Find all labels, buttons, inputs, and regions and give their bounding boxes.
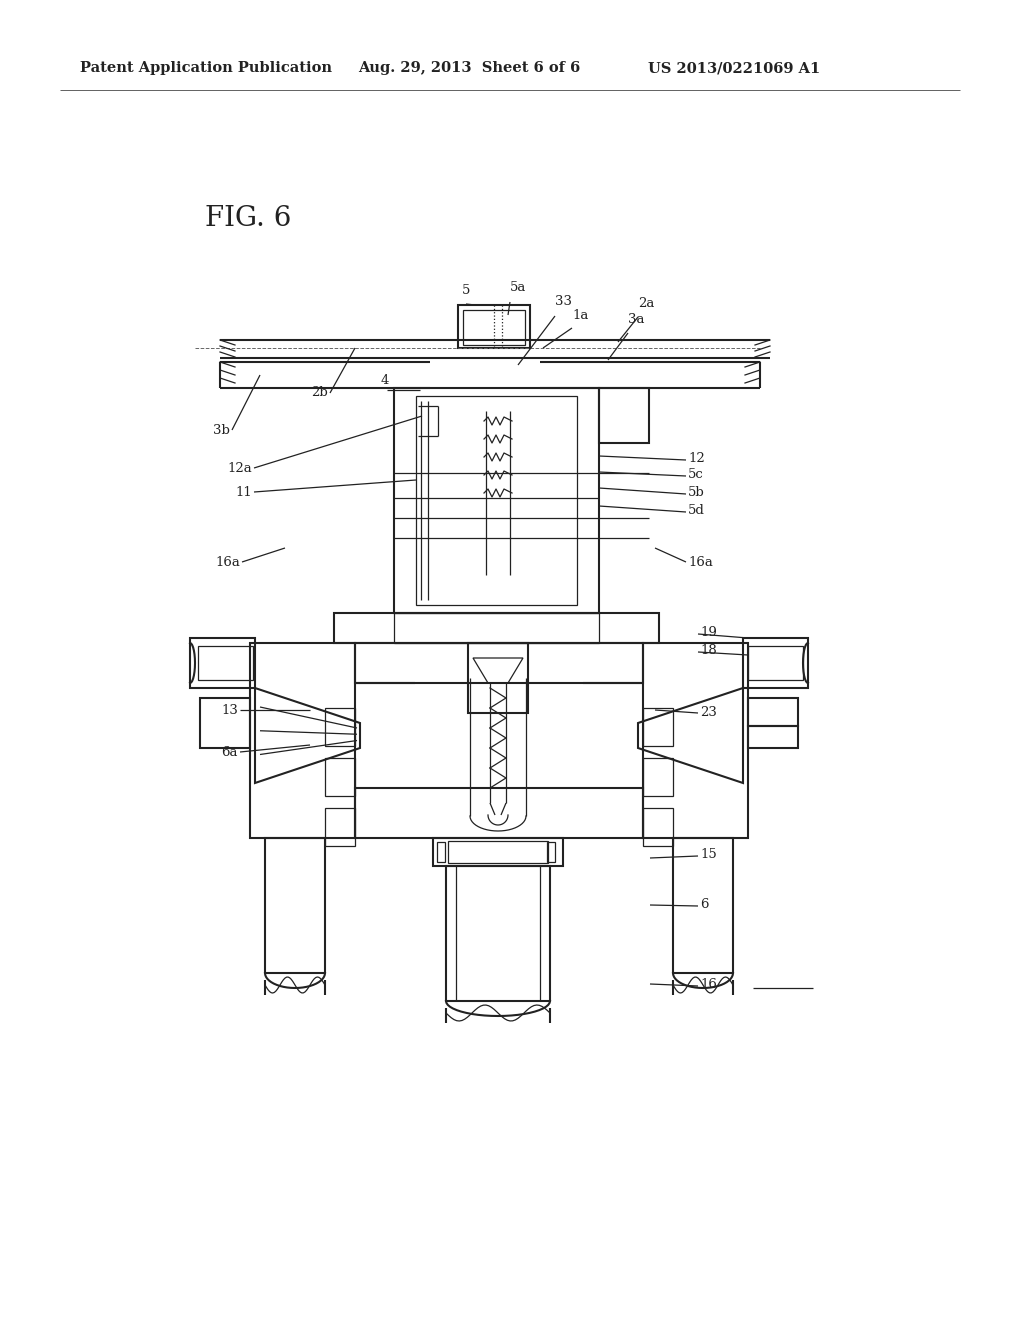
Bar (265, 838, 325, 973)
Text: 4: 4 (381, 374, 389, 387)
Bar (643, 708, 673, 746)
Text: 6: 6 (700, 899, 709, 912)
Text: Aug. 29, 2013  Sheet 6 of 6: Aug. 29, 2013 Sheet 6 of 6 (358, 61, 581, 75)
Text: 16: 16 (700, 978, 717, 991)
Bar (643, 758, 673, 796)
Bar (250, 643, 355, 838)
Bar (200, 698, 250, 748)
Bar (355, 643, 643, 682)
Bar (190, 638, 255, 688)
Text: 33: 33 (555, 294, 572, 308)
Bar (547, 842, 555, 862)
Text: 23: 23 (700, 705, 717, 718)
Text: Patent Application Publication: Patent Application Publication (80, 61, 332, 75)
Bar (325, 708, 355, 746)
Bar (463, 310, 525, 345)
Bar (743, 638, 808, 688)
Bar (446, 866, 550, 1001)
Text: 1a: 1a (572, 309, 589, 322)
Bar (394, 388, 599, 612)
Bar (643, 808, 673, 846)
Text: 3b: 3b (213, 424, 230, 437)
Text: 19: 19 (700, 626, 717, 639)
Bar (355, 788, 643, 838)
Bar (325, 758, 355, 796)
Bar (433, 838, 563, 866)
Text: 12: 12 (688, 451, 705, 465)
Text: FIG. 6: FIG. 6 (205, 205, 292, 231)
Text: 5b: 5b (688, 486, 705, 499)
Text: 11: 11 (236, 486, 252, 499)
Bar (198, 645, 253, 680)
Bar (416, 396, 577, 605)
Text: 2a: 2a (638, 297, 654, 310)
Bar (599, 388, 649, 444)
Text: 18: 18 (700, 644, 717, 656)
Bar (643, 643, 748, 838)
Text: 12a: 12a (227, 462, 252, 474)
Bar (748, 698, 798, 726)
Text: 3a: 3a (628, 313, 644, 326)
Text: 5d: 5d (688, 503, 705, 516)
Text: 5: 5 (462, 284, 470, 297)
Bar (437, 842, 445, 862)
Text: 13: 13 (221, 704, 238, 717)
Bar (748, 645, 803, 680)
Text: 5a: 5a (510, 281, 526, 294)
Text: 15: 15 (700, 849, 717, 862)
Bar (394, 612, 599, 643)
Bar (325, 808, 355, 846)
Text: 6a: 6a (221, 746, 238, 759)
Bar (458, 305, 530, 348)
Bar (748, 726, 798, 748)
Text: US 2013/0221069 A1: US 2013/0221069 A1 (648, 61, 820, 75)
Bar (449, 841, 548, 863)
Bar (334, 612, 659, 643)
Text: 2b: 2b (311, 387, 328, 400)
Text: 5c: 5c (688, 469, 703, 482)
Text: 16a: 16a (215, 556, 240, 569)
Bar (673, 838, 733, 973)
Text: 16a: 16a (688, 556, 713, 569)
Bar (468, 643, 528, 713)
